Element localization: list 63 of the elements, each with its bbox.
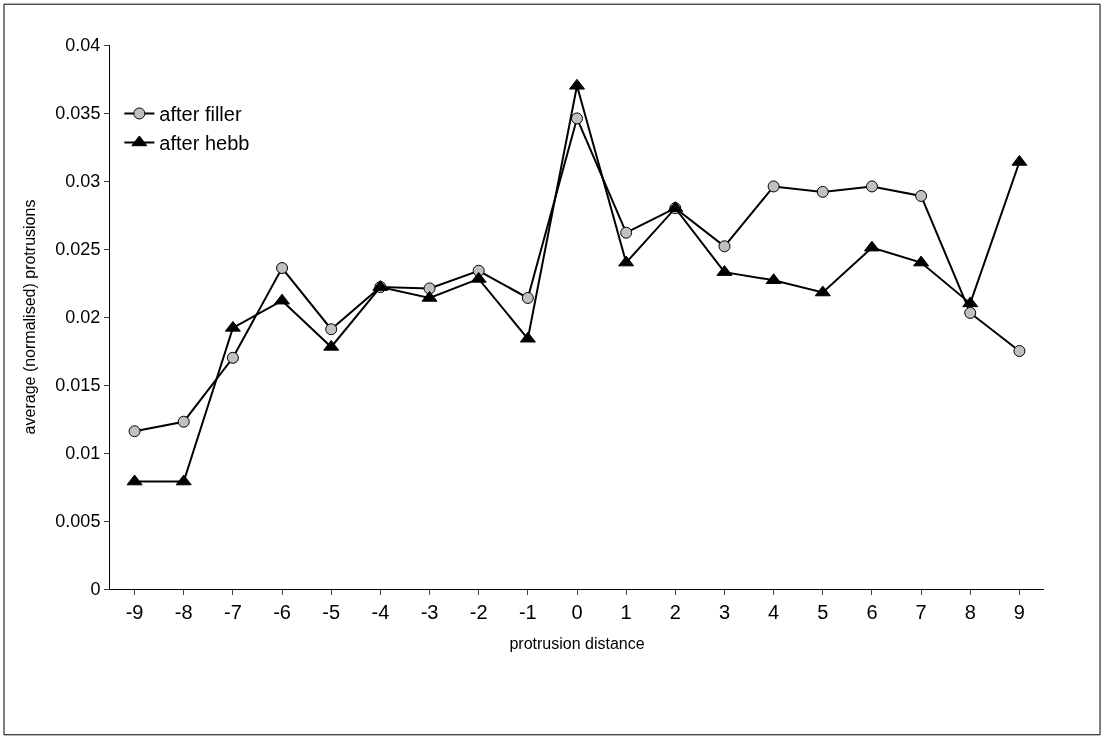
x-tick-label: -5 bbox=[322, 601, 341, 623]
point bbox=[571, 112, 583, 125]
point bbox=[175, 474, 192, 486]
point bbox=[323, 339, 340, 351]
point bbox=[521, 291, 534, 304]
point bbox=[224, 320, 241, 332]
point bbox=[1013, 345, 1026, 357]
point bbox=[274, 293, 291, 305]
point bbox=[423, 282, 436, 295]
point bbox=[765, 273, 782, 285]
y-tick-label: 0.01 bbox=[65, 443, 101, 464]
point bbox=[913, 255, 930, 267]
x-axis-title: protrusion distance bbox=[509, 634, 645, 652]
point bbox=[519, 331, 536, 343]
point bbox=[865, 180, 878, 193]
x-tick-label: 8 bbox=[964, 601, 976, 623]
x-tick-label: 7 bbox=[915, 601, 927, 623]
y-tick-label: 0.04 bbox=[65, 35, 101, 56]
y-tick-label: 0.035 bbox=[55, 103, 101, 124]
x-tick-label: 1 bbox=[620, 601, 632, 623]
point bbox=[863, 240, 880, 252]
x-tick-label: 3 bbox=[718, 601, 731, 623]
point bbox=[276, 262, 289, 275]
x-tick-label: 4 bbox=[768, 601, 780, 623]
point bbox=[126, 474, 143, 486]
x-tick-label: -3 bbox=[420, 601, 439, 623]
x-tick-label: -6 bbox=[273, 601, 291, 623]
x-tick-label: -1 bbox=[518, 601, 537, 623]
x-tick-label: -7 bbox=[223, 601, 242, 623]
x-tick-label: -9 bbox=[125, 601, 144, 623]
y-tick-label: 0.015 bbox=[55, 375, 101, 396]
point bbox=[767, 180, 780, 193]
point bbox=[325, 323, 338, 336]
point bbox=[718, 240, 731, 253]
point bbox=[618, 255, 635, 267]
legend-label: after filler bbox=[159, 103, 242, 126]
x-tick-label: -8 bbox=[174, 601, 193, 623]
point bbox=[964, 306, 977, 319]
point bbox=[620, 226, 633, 239]
point bbox=[1011, 154, 1028, 166]
y-tick-label: 0.025 bbox=[55, 239, 101, 260]
y-tick-label: 0.02 bbox=[65, 307, 101, 328]
x-tick-label: 6 bbox=[866, 601, 878, 623]
x-tick-label: 5 bbox=[817, 601, 829, 623]
point bbox=[421, 290, 438, 302]
x-tick-label: -4 bbox=[371, 601, 390, 623]
point bbox=[128, 425, 141, 438]
point bbox=[814, 285, 831, 297]
y-tick-label: 0.005 bbox=[55, 511, 101, 532]
point bbox=[962, 296, 979, 308]
point bbox=[816, 185, 829, 198]
y-tick-label: 0.03 bbox=[65, 171, 101, 192]
y-axis-title: average (normalised) protrusions bbox=[21, 199, 39, 435]
point bbox=[226, 351, 239, 364]
legend-label: after hebb bbox=[159, 132, 250, 155]
point bbox=[915, 189, 928, 202]
x-tick-label: 9 bbox=[1013, 601, 1025, 623]
point bbox=[470, 271, 487, 283]
x-tick-label: 0 bbox=[571, 601, 583, 623]
x-tick-label: -2 bbox=[469, 601, 488, 623]
point bbox=[177, 415, 190, 428]
y-tick-label: 0 bbox=[90, 579, 101, 600]
x-tick-label: 2 bbox=[669, 601, 681, 623]
